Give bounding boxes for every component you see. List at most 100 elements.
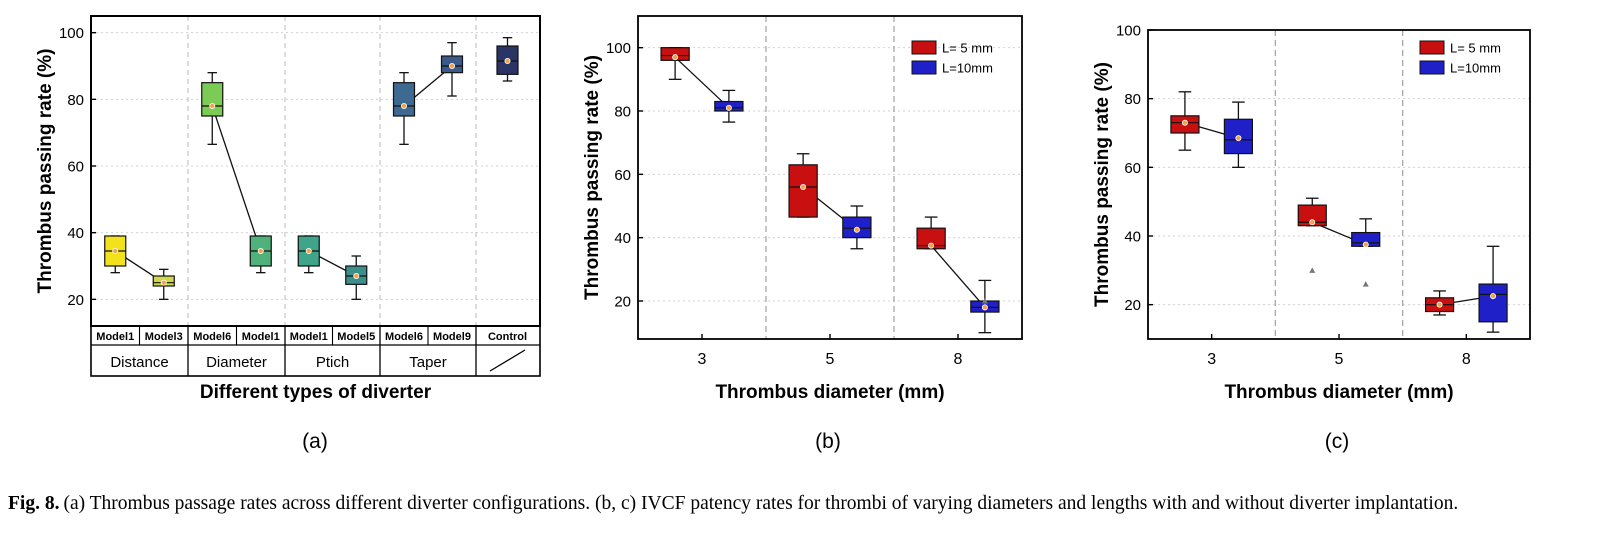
outlier-marker bbox=[981, 298, 988, 304]
mean-marker bbox=[160, 279, 167, 286]
panel-label: (a) bbox=[302, 430, 328, 453]
mean-marker bbox=[1362, 241, 1369, 248]
box-ptich-model1 bbox=[297, 235, 320, 274]
group-label: Distance bbox=[110, 354, 168, 371]
y-tick-label: 20 bbox=[614, 294, 631, 311]
y-tick-label: 40 bbox=[1124, 229, 1141, 246]
mean-marker bbox=[400, 103, 407, 110]
y-tick-label: 40 bbox=[67, 225, 84, 242]
caption-label: Fig. 8. bbox=[8, 493, 60, 514]
mean-marker bbox=[504, 58, 511, 65]
legend-label: L= 5 mm bbox=[942, 41, 993, 56]
box-3mm-series-2 bbox=[714, 89, 744, 123]
box-5mm-series-2 bbox=[1351, 218, 1381, 248]
legend-swatch bbox=[911, 60, 937, 75]
y-tick-label: 20 bbox=[1124, 297, 1141, 314]
mean-marker bbox=[800, 183, 807, 190]
plot-frame bbox=[637, 15, 1023, 340]
box-distance-model3 bbox=[152, 268, 175, 300]
mean-marker bbox=[209, 103, 216, 110]
y-tick-label: 100 bbox=[59, 25, 84, 42]
legend-swatch bbox=[1419, 60, 1445, 75]
box-iqr bbox=[392, 82, 416, 117]
mean-marker bbox=[257, 247, 264, 254]
mean-connector bbox=[211, 105, 262, 252]
legend-label: L=10mm bbox=[942, 61, 993, 76]
y-tick-label: 60 bbox=[614, 167, 631, 184]
box-5mm-series-1 bbox=[788, 153, 818, 218]
mean-marker bbox=[928, 242, 935, 249]
mean-marker bbox=[853, 226, 860, 233]
mean-marker bbox=[1490, 293, 1497, 300]
group-label: Diameter bbox=[206, 354, 267, 371]
model-label: Model3 bbox=[145, 331, 183, 343]
box-diameter-model1 bbox=[249, 235, 272, 274]
mean-marker bbox=[1181, 119, 1188, 126]
x-tick-label: 3 bbox=[1207, 351, 1216, 368]
box-diameter-model6 bbox=[201, 72, 224, 145]
y-tick-label: 100 bbox=[1116, 23, 1141, 40]
mean-marker bbox=[1235, 135, 1242, 142]
box-8mm-series-1 bbox=[916, 216, 946, 250]
x-axis-label: Different types of diverter bbox=[200, 382, 432, 403]
legend-label: L= 5 mm bbox=[1450, 41, 1501, 56]
y-tick-label: 40 bbox=[614, 230, 631, 247]
x-axis-label: Thrombus diameter (mm) bbox=[1224, 382, 1453, 403]
legend-swatch bbox=[1419, 40, 1445, 55]
mean-connector bbox=[930, 245, 986, 308]
y-tick-label: 80 bbox=[1124, 91, 1141, 108]
chart-panel-c: 20 40 60 80 100 Thrombus passing rate (%) 3 5 8 L… bbox=[1092, 23, 1531, 453]
box-taper-model9 bbox=[440, 42, 464, 97]
box-iqr bbox=[1478, 283, 1508, 323]
box-iqr bbox=[916, 227, 946, 250]
box-iqr bbox=[1297, 204, 1327, 227]
y-tick-label: 100 bbox=[606, 40, 631, 57]
mean-marker bbox=[672, 54, 679, 61]
plot-frame bbox=[1147, 29, 1531, 340]
x-tick-label: 3 bbox=[698, 351, 707, 368]
x-tick-label: 8 bbox=[1462, 351, 1471, 368]
box-5mm-series-2 bbox=[842, 205, 872, 250]
mean-marker bbox=[305, 247, 312, 254]
outlier-marker bbox=[1309, 267, 1316, 273]
model-label: Model5 bbox=[337, 331, 375, 343]
box-control-control bbox=[496, 37, 519, 82]
model-label: Model6 bbox=[193, 331, 231, 343]
y-tick-label: 60 bbox=[1124, 160, 1141, 177]
x-tick-label: 8 bbox=[954, 351, 963, 368]
mean-marker bbox=[353, 272, 360, 279]
box-3mm-series-1 bbox=[660, 47, 690, 80]
box-iqr bbox=[201, 82, 224, 117]
x-tick-label: 5 bbox=[826, 351, 835, 368]
panel-label: (b) bbox=[815, 430, 841, 453]
model-label: Model1 bbox=[242, 331, 280, 343]
legend-label: L=10mm bbox=[1450, 61, 1501, 76]
x-tick-label: 5 bbox=[1335, 351, 1344, 368]
group-label: Ptich bbox=[316, 354, 349, 371]
box-5mm-series-1 bbox=[1297, 197, 1327, 227]
figure-caption: Fig. 8. (a) Thrombus passage rates across… bbox=[8, 491, 1598, 516]
box-8mm-series-2 bbox=[970, 279, 1000, 334]
mean-marker bbox=[448, 63, 455, 70]
box-3mm-series-1 bbox=[1170, 91, 1200, 151]
mean-connector bbox=[674, 56, 730, 109]
y-tick-label: 80 bbox=[614, 104, 631, 121]
box-iqr bbox=[660, 47, 690, 61]
y-tick-label: 80 bbox=[67, 92, 84, 109]
control-slash bbox=[489, 349, 526, 372]
box-distance-model1 bbox=[104, 235, 127, 274]
y-tick-label: 20 bbox=[67, 292, 84, 309]
box-8mm-series-1 bbox=[1424, 290, 1455, 316]
box-3mm-series-2 bbox=[1223, 101, 1254, 168]
mean-marker bbox=[1309, 219, 1316, 226]
box-taper-model6 bbox=[392, 72, 416, 145]
mean-marker bbox=[112, 247, 119, 254]
model-label: Model1 bbox=[290, 331, 328, 343]
box-ptich-model5 bbox=[345, 255, 368, 300]
model-label: Model9 bbox=[433, 331, 471, 343]
box-iqr bbox=[788, 164, 818, 218]
mean-marker bbox=[981, 304, 988, 311]
x-axis-label: Thrombus diameter (mm) bbox=[715, 382, 944, 403]
